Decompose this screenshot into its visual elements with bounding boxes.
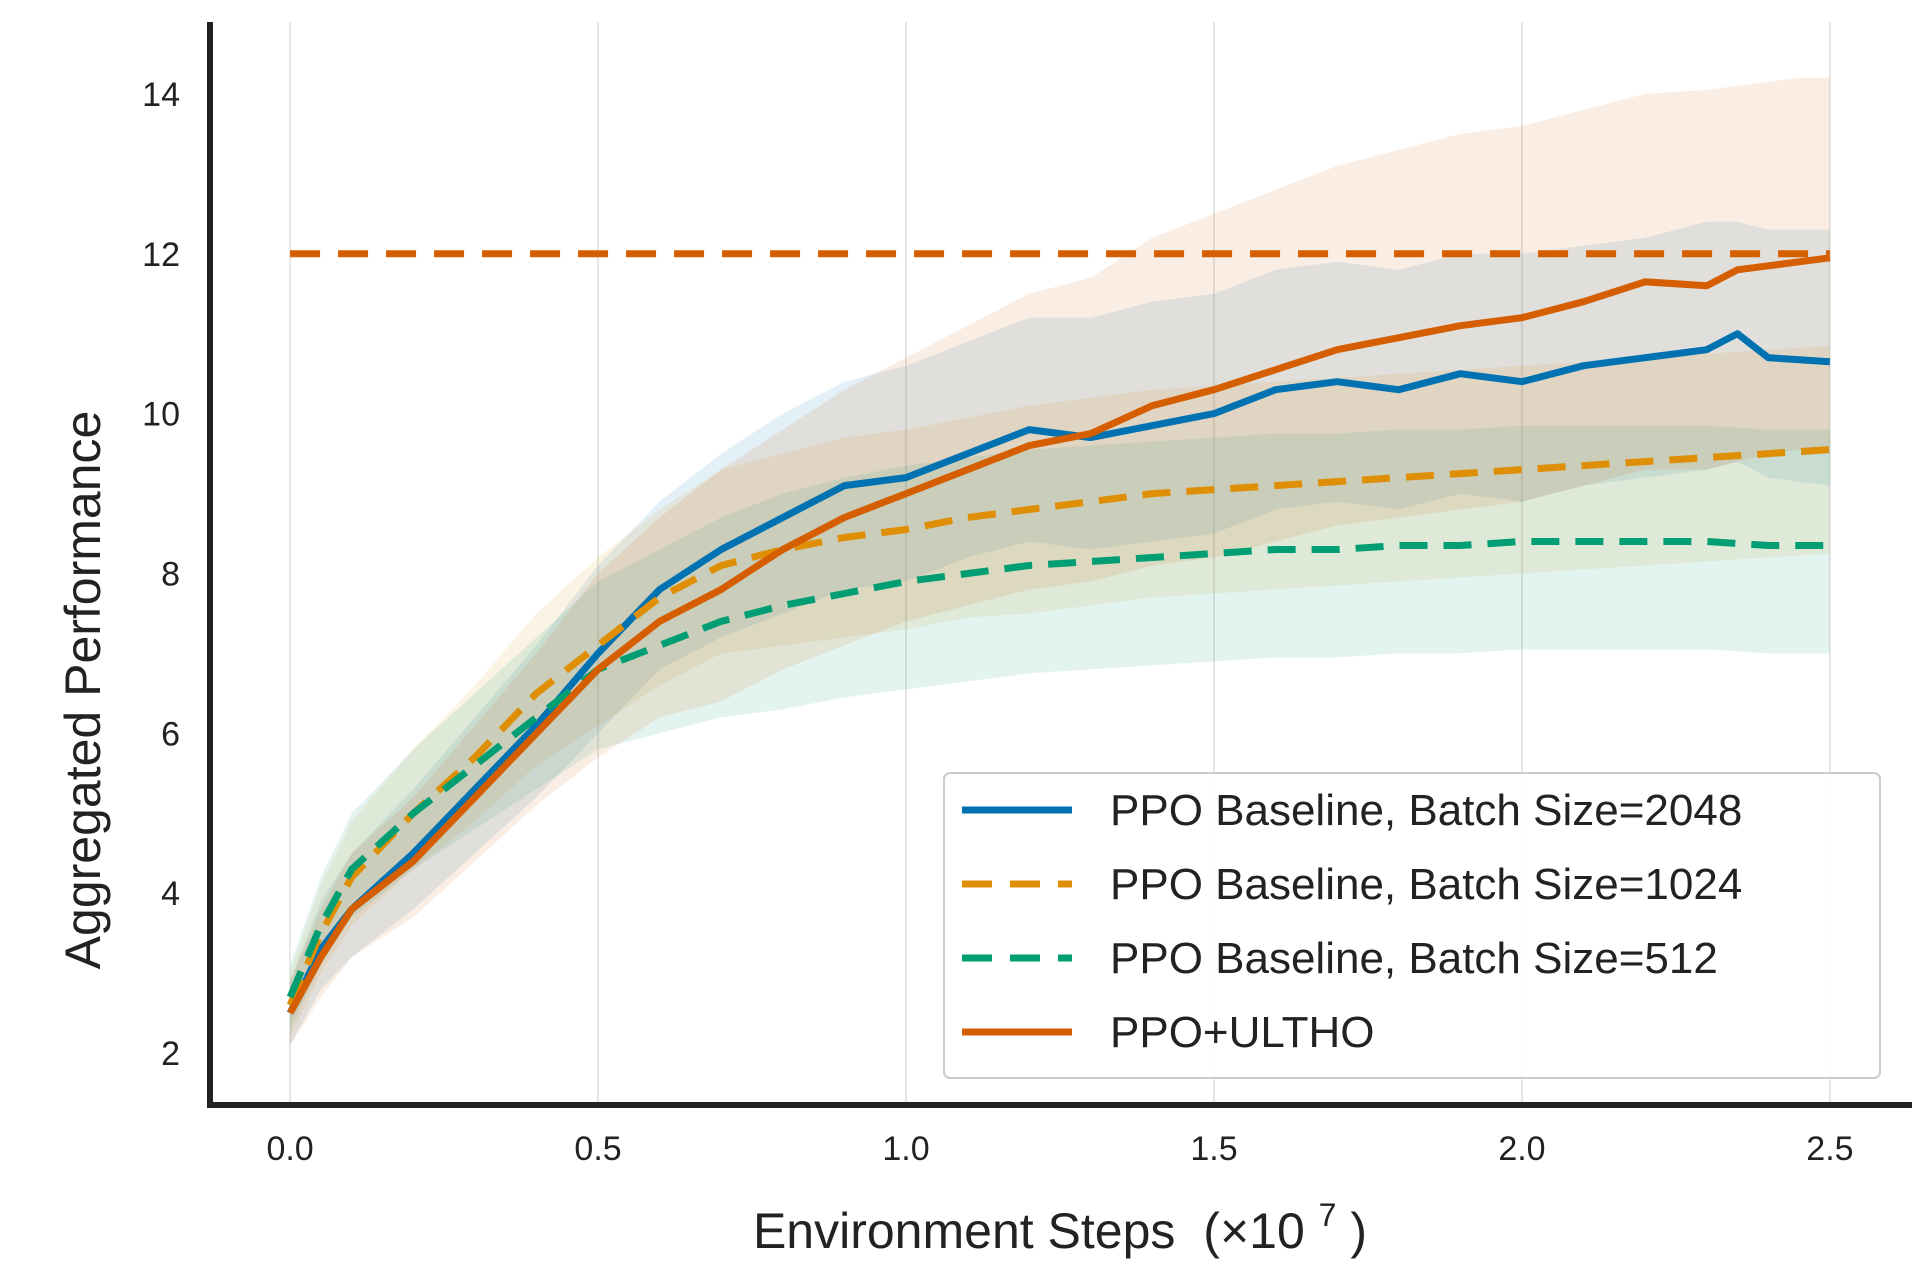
x-axis-label-unit-exponent: 7 [1319,1197,1337,1233]
y-tick-label-4: 10 [142,396,180,434]
x-axis-label: Environment Steps (×10 7 ) [753,1181,1367,1259]
y-tick-label-3: 8 [161,555,180,593]
line-ppo-baseline-batch-size-512 [286,538,1830,999]
x-axis-label-unit-prefix: (×10 [1203,1203,1304,1259]
legend-label-ppo-baseline-batch-size-512: PPO Baseline, Batch Size=512 [1110,934,1718,983]
line-ppo-baseline-batch-size-1024 [286,446,1831,1007]
y-tick-label-6: 14 [142,76,180,114]
grid-layer [289,22,1831,1102]
y-tick-label-0: 2 [161,1035,180,1073]
y-tick-label-2: 6 [161,715,180,753]
y-tick-labels: 2 4 6 8 10 12 14 [142,76,180,1073]
legend-label-ppo-baseline-batch-size-1024: PPO Baseline, Batch Size=1024 [1110,860,1742,909]
band-ppo-baseline-batch-size-2048 [290,221,1830,1046]
x-axis-label-unit-suffix: ) [1350,1203,1367,1259]
x-tick-labels: 0.0 0.5 1.0 1.5 2.0 2.5 [266,1130,1853,1168]
x-tick-label-2: 1.0 [882,1130,929,1168]
y-tick-label-1: 4 [161,875,180,913]
x-tick-label-3: 1.5 [1190,1130,1237,1168]
x-axis-label-main: Environment Steps [753,1203,1175,1259]
legend-label-ppo-baseline-batch-size-2048: PPO Baseline, Batch Size=2048 [1110,786,1742,835]
line-ppo-ultho [287,254,1831,1015]
line-ppo-baseline-batch-size-2048 [286,330,1831,1015]
x-tick-label-0: 0.0 [266,1130,313,1168]
legend: PPO Baseline, Batch Size=2048 PPO Baselin… [943,772,1881,1079]
x-tick-label-1: 0.5 [574,1130,621,1168]
legend-items: PPO Baseline, Batch Size=2048 PPO Baselin… [962,786,1742,1057]
legend-label-ppo-ultho: PPO+ULTHO [1110,1008,1374,1057]
x-tick-label-5: 2.5 [1806,1130,1853,1168]
band-ppo-baseline-batch-size-1024 [290,345,1830,1038]
y-axis-label: Aggregated Performance [55,411,111,970]
legend-box [943,772,1881,1079]
x-tick-label-4: 2.0 [1498,1130,1545,1168]
series-line-layer [286,254,1831,1015]
y-tick-label-5: 12 [142,236,180,274]
